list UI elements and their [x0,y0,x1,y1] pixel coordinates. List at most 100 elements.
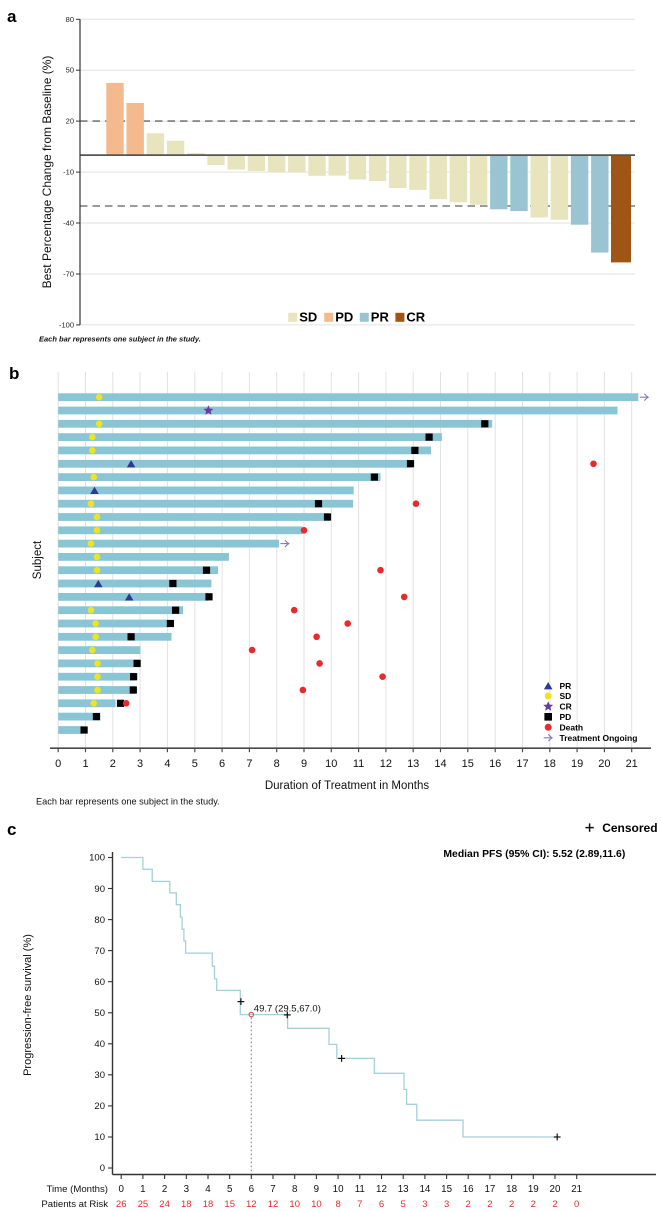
svg-text:6: 6 [219,758,225,770]
svg-text:Duration of Treatment in Month: Duration of Treatment in Months [265,780,430,792]
svg-text:8: 8 [335,1199,340,1210]
svg-text:12: 12 [380,758,392,770]
svg-text:3: 3 [184,1184,190,1195]
svg-text:26: 26 [116,1199,127,1210]
svg-text:2: 2 [509,1199,514,1210]
svg-text:Censored: Censored [602,821,657,835]
svg-text:14: 14 [434,758,446,770]
svg-text:15: 15 [441,1184,452,1195]
svg-text:13: 13 [398,1184,409,1195]
svg-text:40: 40 [94,1039,105,1050]
svg-text:Treatment Ongoing: Treatment Ongoing [560,733,638,743]
svg-text:19: 19 [528,1184,539,1195]
svg-text:18: 18 [203,1199,214,1210]
svg-text:13: 13 [407,758,419,770]
svg-text:15: 15 [462,758,474,770]
svg-text:PR: PR [371,310,390,325]
svg-text:2: 2 [487,1199,492,1210]
svg-text:10: 10 [311,1199,322,1210]
svg-text:60: 60 [94,977,105,988]
svg-text:1: 1 [140,1184,145,1195]
svg-text:17: 17 [516,758,528,770]
svg-text:2: 2 [531,1199,536,1210]
svg-text:5: 5 [401,1199,406,1210]
svg-text:50: 50 [94,1008,105,1019]
svg-text:3: 3 [422,1199,427,1210]
svg-text:49.7 (29.5,67.0): 49.7 (29.5,67.0) [254,1004,321,1015]
svg-text:Each bar represents one subjec: Each bar represents one subject in the s… [36,797,220,807]
svg-text:c: c [7,820,16,839]
svg-text:14: 14 [419,1184,430,1195]
svg-text:Time (Months): Time (Months) [47,1184,108,1195]
svg-text:0: 0 [55,758,61,770]
svg-text:6: 6 [249,1184,255,1195]
svg-text:Death: Death [560,723,584,733]
svg-text:0: 0 [118,1184,124,1195]
svg-text:0: 0 [574,1199,579,1210]
svg-text:1: 1 [82,758,88,770]
svg-text:11: 11 [353,758,364,770]
svg-text:50: 50 [66,66,74,75]
svg-text:6: 6 [379,1199,384,1210]
svg-text:10: 10 [325,758,337,770]
svg-text:2: 2 [466,1199,471,1210]
svg-text:4: 4 [164,758,170,770]
svg-text:PD: PD [335,310,353,325]
svg-text:Subject: Subject [32,540,44,579]
svg-text:80: 80 [94,915,105,926]
svg-text:100: 100 [89,853,105,864]
svg-text:CR: CR [560,702,572,712]
svg-text:Each bar represents one subjec: Each bar represents one subject in the s… [39,335,201,344]
svg-text:8: 8 [274,758,280,770]
svg-text:21: 21 [571,1184,582,1195]
svg-text:Patients at Risk: Patients at Risk [41,1199,108,1210]
svg-text:Best Percentage Change from Ba: Best Percentage Change from Baseline (%) [40,56,54,289]
svg-text:25: 25 [138,1199,149,1210]
svg-text:Median PFS (95% CI): 5.52 (2.8: Median PFS (95% CI): 5.52 (2.89,11.6) [443,849,625,860]
svg-text:12: 12 [246,1199,257,1210]
svg-text:-10: -10 [63,168,74,177]
svg-text:PR: PR [560,681,572,691]
svg-text:20: 20 [66,117,74,126]
svg-text:7: 7 [357,1199,362,1210]
svg-text:0: 0 [100,1163,105,1174]
svg-text:SD: SD [299,310,317,325]
svg-text:18: 18 [181,1199,192,1210]
svg-text:3: 3 [137,758,143,770]
svg-text:2: 2 [162,1184,167,1195]
svg-text:SD: SD [560,691,572,701]
svg-text:PD: PD [560,712,572,722]
svg-text:CR: CR [406,310,425,325]
svg-text:30: 30 [94,1070,105,1081]
svg-text:18: 18 [544,758,556,770]
svg-text:-100: -100 [59,320,74,329]
svg-text:10: 10 [333,1184,344,1195]
svg-text:Progression-free survival (%): Progression-free survival (%) [22,934,34,1076]
svg-text:24: 24 [159,1199,170,1210]
svg-text:80: 80 [66,15,74,24]
svg-text:20: 20 [550,1184,561,1195]
svg-text:b: b [9,364,19,383]
svg-text:5: 5 [192,758,198,770]
svg-text:15: 15 [224,1199,235,1210]
svg-text:16: 16 [463,1184,474,1195]
svg-text:5: 5 [227,1184,233,1195]
svg-text:2: 2 [552,1199,557,1210]
svg-text:7: 7 [270,1184,275,1195]
svg-text:70: 70 [94,946,105,957]
svg-text:9: 9 [301,758,307,770]
svg-text:4: 4 [205,1184,211,1195]
svg-text:11: 11 [355,1184,365,1195]
svg-text:7: 7 [246,758,252,770]
svg-text:-70: -70 [63,270,74,279]
svg-text:10: 10 [289,1199,300,1210]
svg-text:18: 18 [506,1184,517,1195]
svg-text:21: 21 [626,758,638,770]
svg-text:10: 10 [94,1132,105,1143]
svg-text:3: 3 [444,1199,449,1210]
svg-text:12: 12 [376,1184,387,1195]
svg-text:19: 19 [571,758,583,770]
svg-text:90: 90 [94,884,105,895]
svg-text:8: 8 [292,1184,298,1195]
svg-text:20: 20 [94,1101,105,1112]
